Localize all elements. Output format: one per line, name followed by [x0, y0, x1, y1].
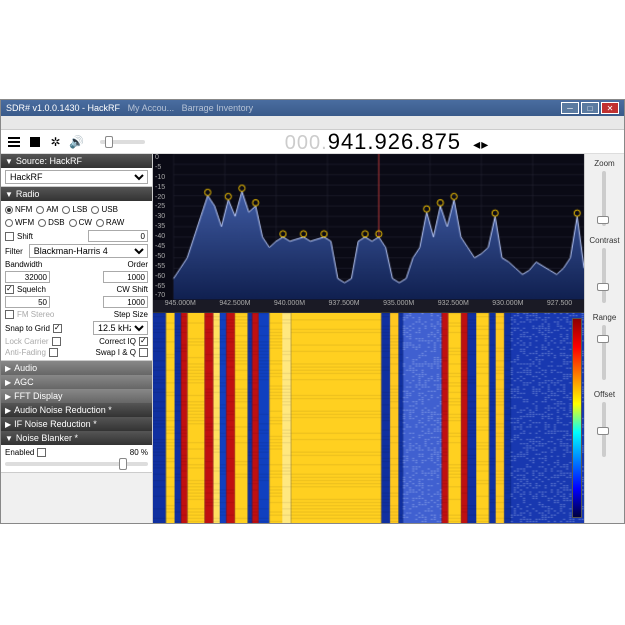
cwshift-input[interactable]: [103, 296, 148, 308]
shift-input[interactable]: [88, 230, 148, 242]
mode-raw[interactable]: RAW: [96, 218, 124, 227]
frequency-display[interactable]: 000.941.926.875 ◂▸: [155, 129, 619, 155]
spectrum-display[interactable]: 0-5-10-15-20-25-30-35-40-45-50-55-60-65-…: [153, 154, 584, 313]
squelch-check[interactable]: [5, 285, 14, 294]
panel-source-header[interactable]: ▼Source: HackRF: [1, 154, 152, 168]
panel-anr[interactable]: ▶Audio Noise Reduction *: [1, 403, 152, 417]
settings-icon[interactable]: ✲: [48, 134, 63, 149]
mode-nfm[interactable]: NFM: [5, 205, 32, 214]
mode-lsb[interactable]: LSB: [62, 205, 87, 214]
stepsize-dropdown[interactable]: 12.5 kHz: [93, 321, 148, 335]
nb-slider[interactable]: [5, 462, 148, 466]
mode-cw[interactable]: CW: [69, 218, 92, 227]
snap-check[interactable]: [53, 324, 62, 333]
mode-wfm[interactable]: WFM: [5, 218, 34, 227]
mode-usb[interactable]: USB: [91, 205, 117, 214]
squelch-input[interactable]: [5, 296, 50, 308]
zoom-slider[interactable]: [602, 171, 606, 226]
panel-fft[interactable]: ▶FFT Display: [1, 389, 152, 403]
app-window: SDR# v1.0.0.1430 - HackRF My Accou... Ba…: [0, 99, 625, 524]
panel-nb[interactable]: ▼Noise Blanker *: [1, 431, 152, 445]
correctiq-check[interactable]: [139, 337, 148, 346]
offset-slider[interactable]: [602, 402, 606, 457]
mode-am[interactable]: AM: [36, 205, 58, 214]
mode-row-1: NFM AM LSB USB: [5, 203, 148, 216]
panel-agc[interactable]: ▶AGC: [1, 375, 152, 389]
titlebar[interactable]: SDR# v1.0.0.1430 - HackRF My Accou... Ba…: [1, 100, 624, 116]
toolbar: ✲ 🔊 000.941.926.875 ◂▸: [1, 130, 624, 154]
contrast-slider[interactable]: [602, 248, 606, 303]
menu-icon[interactable]: [6, 134, 21, 149]
right-sliders: Zoom Contrast Range Offset: [584, 154, 624, 523]
panel-audio[interactable]: ▶Audio: [1, 361, 152, 375]
source-dropdown[interactable]: HackRF: [5, 170, 148, 184]
mode-row-2: WFM DSB CW RAW: [5, 216, 148, 229]
swapiq-check[interactable]: [139, 348, 148, 357]
mode-dsb[interactable]: DSB: [38, 218, 64, 227]
panel-ifnr[interactable]: ▶IF Noise Reduction *: [1, 417, 152, 431]
filter-dropdown[interactable]: Blackman-Harris 4: [29, 244, 148, 258]
window-title: SDR# v1.0.0.1430 - HackRF My Accou... Ba…: [6, 103, 253, 113]
panel-radio-header[interactable]: ▼Radio: [1, 187, 152, 201]
shift-check[interactable]: [5, 232, 14, 241]
bandwidth-input[interactable]: [5, 271, 50, 283]
maximize-button[interactable]: □: [581, 102, 599, 114]
sidebar: ▼Source: HackRF HackRF ▼Radio NFM AM LSB…: [1, 154, 153, 523]
waterfall-display[interactable]: [153, 313, 584, 523]
freq-tune-arrows[interactable]: ◂▸: [473, 136, 489, 152]
range-slider[interactable]: [602, 325, 606, 380]
close-button[interactable]: ✕: [601, 102, 619, 114]
fmstereo-check[interactable]: [5, 310, 14, 319]
minimize-button[interactable]: ─: [561, 102, 579, 114]
speaker-icon[interactable]: 🔊: [69, 134, 84, 149]
nb-enabled-check[interactable]: [37, 448, 46, 457]
waterfall-colorbar: [572, 318, 582, 518]
order-input[interactable]: [103, 271, 148, 283]
volume-slider[interactable]: [100, 140, 145, 144]
stop-button[interactable]: [27, 134, 42, 149]
